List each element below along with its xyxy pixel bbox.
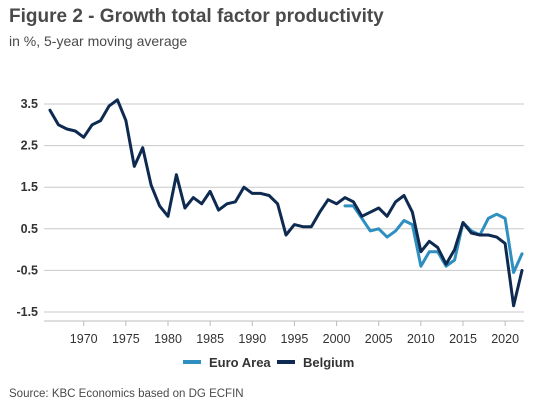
legend-label-belgium: Belgium bbox=[303, 355, 354, 370]
series-line-euro-area bbox=[343, 204, 524, 274]
y-axis-ticks: 3.5 2.5 1.5 0.5 -0.5 -1.5 bbox=[16, 97, 38, 319]
y-tick-label: -1.5 bbox=[16, 305, 38, 319]
gridlines bbox=[44, 103, 524, 313]
legend-label-euro-area: Euro Area bbox=[209, 355, 271, 370]
x-tick-label: 1995 bbox=[281, 332, 309, 346]
y-tick-label: 2.5 bbox=[21, 139, 38, 153]
x-tick-label: 2015 bbox=[449, 332, 477, 346]
chart-subtitle: in %, 5-year moving average bbox=[9, 33, 188, 49]
x-tick-label: 2010 bbox=[407, 332, 435, 346]
x-axis: 1970 1975 1980 1985 1990 1995 2000 2005 2010 2015… bbox=[44, 320, 524, 346]
x-tick-label: 2000 bbox=[323, 332, 351, 346]
x-tick-label: 1970 bbox=[70, 332, 98, 346]
series-lines bbox=[48, 98, 524, 308]
x-tick-label: 1990 bbox=[238, 332, 266, 346]
series-line-belgium bbox=[48, 98, 524, 308]
y-tick-label: 3.5 bbox=[21, 97, 38, 111]
x-tick-label: 1985 bbox=[196, 332, 224, 346]
x-tick-label: 2005 bbox=[365, 332, 393, 346]
legend: Euro Area Belgium bbox=[183, 355, 354, 370]
y-tick-label: 0.5 bbox=[21, 222, 38, 236]
chart-title: Figure 2 - Growth total factor productiv… bbox=[9, 6, 384, 27]
y-tick-label: -0.5 bbox=[16, 263, 38, 277]
x-tick-label: 1975 bbox=[112, 332, 140, 346]
x-tick-label: 1980 bbox=[154, 332, 182, 346]
source-note: Source: KBC Economics based on DG ECFIN bbox=[9, 388, 244, 400]
x-tick-label: 2020 bbox=[491, 332, 519, 346]
y-tick-label: 1.5 bbox=[21, 180, 38, 194]
